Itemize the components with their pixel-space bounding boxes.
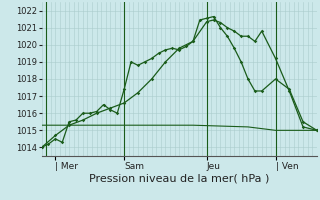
X-axis label: Pression niveau de la mer( hPa ): Pression niveau de la mer( hPa ) <box>89 173 269 183</box>
